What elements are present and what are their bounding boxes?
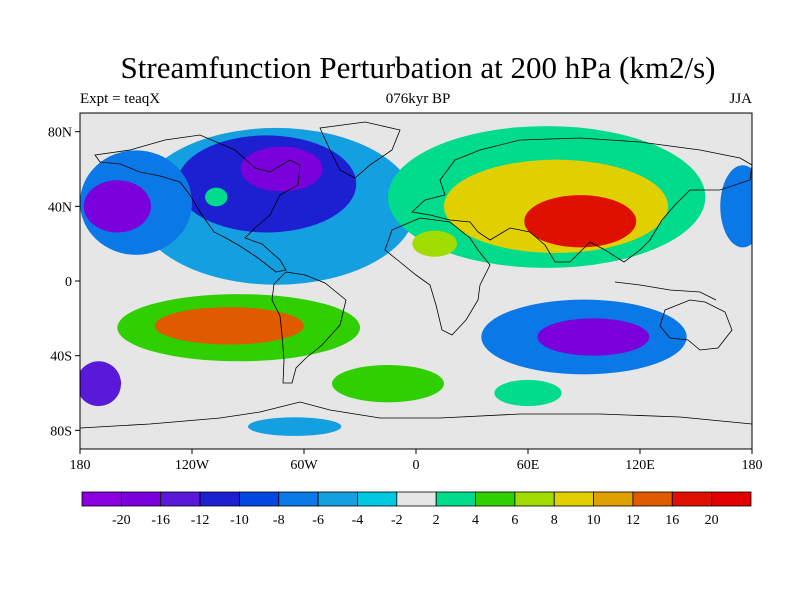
contour-southern-ocean-positive: [494, 379, 562, 407]
colorbar-swatch: [632, 491, 673, 507]
colorbar-swatch: [711, 491, 752, 507]
colorbar-label: -2: [391, 513, 403, 528]
contour-canada-negative-core: [240, 146, 323, 192]
lon-tick-label: 180: [742, 458, 763, 473]
colorbar-swatch: [199, 491, 240, 507]
coastline-north-america: [94, 134, 301, 273]
colorbar: -20 -16 -12 -10 -8 -6 -4 -2 2 4 6 8 10 12 16 20: [81, 491, 752, 528]
colorbar-swatch: [357, 491, 398, 507]
colorbar-swatch: [396, 491, 437, 507]
lat-tick-label: 40S: [50, 350, 72, 365]
colorbar-label: -16: [151, 513, 170, 528]
coastline-south-america: [271, 271, 347, 384]
colorbar-label: 10: [587, 513, 601, 528]
colorbar-label: 16: [665, 513, 679, 528]
time-label: 076kyr BP: [385, 91, 451, 107]
colorbar-label: 6: [511, 513, 518, 528]
coastline-africa: [384, 217, 491, 336]
colorbar-label: 12: [626, 513, 640, 528]
lon-tick-label: 180: [70, 458, 91, 473]
contour-pacific-positive-spot: [205, 187, 228, 207]
colorbar-label: -8: [273, 513, 285, 528]
colorbar-label: -6: [312, 513, 324, 528]
contour-south-atlantic-positive: [332, 365, 444, 403]
coastline-maritime-continent: [614, 281, 717, 301]
coastline-antarctica: [80, 401, 752, 429]
lon-tick-label: 120E: [625, 458, 655, 473]
longitude-axis: 180 120W 60W 0 60E 120E 180: [70, 449, 763, 473]
colorbar-swatch: [81, 491, 122, 507]
coastline-australia: [659, 299, 733, 351]
coastline-layer: [80, 121, 752, 429]
colorbar-swatch: [278, 491, 319, 507]
colorbar-swatch: [435, 491, 476, 507]
contour-africa-positive: [412, 230, 458, 257]
lon-tick-label: 60W: [290, 458, 318, 473]
coastline-eurasia: [411, 137, 752, 263]
contour-layer: [80, 126, 752, 436]
map-title: Streamfunction Perturbation at 200 hPa (…: [120, 50, 716, 85]
colorbar-label: 20: [705, 513, 719, 528]
lat-tick-label: 0: [65, 275, 72, 290]
contour-indian-ocean-negative-core: [537, 318, 650, 356]
contour-asia-positive-core: [524, 195, 637, 248]
lat-tick-label: 80S: [50, 424, 72, 439]
colorbar-swatch: [239, 491, 280, 507]
colorbar-label: -4: [352, 513, 364, 528]
colorbar-swatch: [160, 491, 201, 507]
coastline-greenland: [319, 121, 401, 179]
colorbar-swatch: [475, 491, 516, 507]
experiment-label: Expt = teaqX: [80, 91, 161, 107]
contour-south-pacific-positive-core: [154, 307, 304, 345]
season-label: JJA: [729, 91, 752, 107]
latitude-axis: 80N 40N 0 40S 80S: [48, 126, 80, 439]
lat-tick-label: 40N: [48, 200, 72, 215]
contour-antarctic-negative: [247, 417, 342, 436]
colorbar-label: 8: [551, 513, 558, 528]
colorbar-swatch: [120, 491, 162, 507]
colorbar-label: -20: [112, 513, 131, 528]
contour-southwest-pacific-negative: [80, 361, 122, 407]
colorbar-swatch: [553, 491, 594, 507]
lat-tick-label: 80N: [48, 126, 72, 141]
colorbar-label: 4: [472, 513, 479, 528]
lon-tick-label: 120W: [175, 458, 210, 473]
lon-tick-label: 0: [413, 458, 420, 473]
colorbar-label: -12: [191, 513, 210, 528]
lon-tick-label: 60E: [517, 458, 540, 473]
contour-pacific-negative-core: [83, 180, 151, 233]
colorbar-swatch: [671, 491, 713, 507]
colorbar-label: -10: [230, 513, 249, 528]
colorbar-swatch: [317, 491, 358, 507]
colorbar-label: 2: [433, 513, 440, 528]
contour-northeast-pacific-negative: [720, 165, 752, 248]
colorbar-swatch: [514, 491, 555, 507]
colorbar-swatch: [593, 491, 634, 507]
